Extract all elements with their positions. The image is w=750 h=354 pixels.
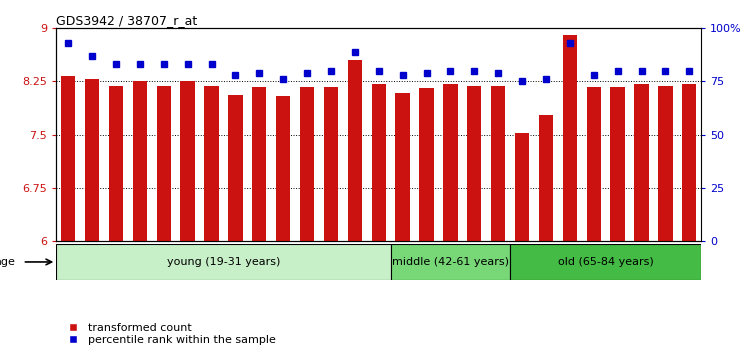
Bar <box>586 87 601 241</box>
Bar <box>562 35 577 241</box>
Bar <box>109 86 123 241</box>
Text: age: age <box>0 257 15 267</box>
Bar <box>228 95 242 241</box>
Bar <box>371 84 386 241</box>
Bar <box>391 244 510 280</box>
Text: young (19-31 years): young (19-31 years) <box>166 257 280 267</box>
Bar <box>348 60 362 241</box>
Bar <box>157 86 171 241</box>
Bar <box>510 244 701 280</box>
Bar <box>419 88 434 241</box>
Bar <box>300 87 314 241</box>
Bar <box>610 87 625 241</box>
Bar <box>682 84 697 241</box>
Bar <box>467 86 482 241</box>
Bar <box>61 76 75 241</box>
Text: old (65-84 years): old (65-84 years) <box>558 257 653 267</box>
Text: GDS3942 / 38707_r_at: GDS3942 / 38707_r_at <box>56 14 197 27</box>
Bar <box>133 81 147 241</box>
Bar <box>204 86 219 241</box>
Legend: transformed count, percentile rank within the sample: transformed count, percentile rank withi… <box>62 323 276 345</box>
Bar <box>515 133 529 241</box>
Bar <box>395 93 410 241</box>
Bar <box>56 244 391 280</box>
Bar <box>252 87 266 241</box>
Bar <box>658 86 673 241</box>
Bar <box>181 81 195 241</box>
Bar <box>538 115 554 241</box>
Bar <box>276 96 290 241</box>
Text: middle (42-61 years): middle (42-61 years) <box>392 257 509 267</box>
Bar <box>324 87 338 241</box>
Bar <box>85 79 99 241</box>
Bar <box>491 86 506 241</box>
Bar <box>634 84 649 241</box>
Bar <box>443 84 458 241</box>
